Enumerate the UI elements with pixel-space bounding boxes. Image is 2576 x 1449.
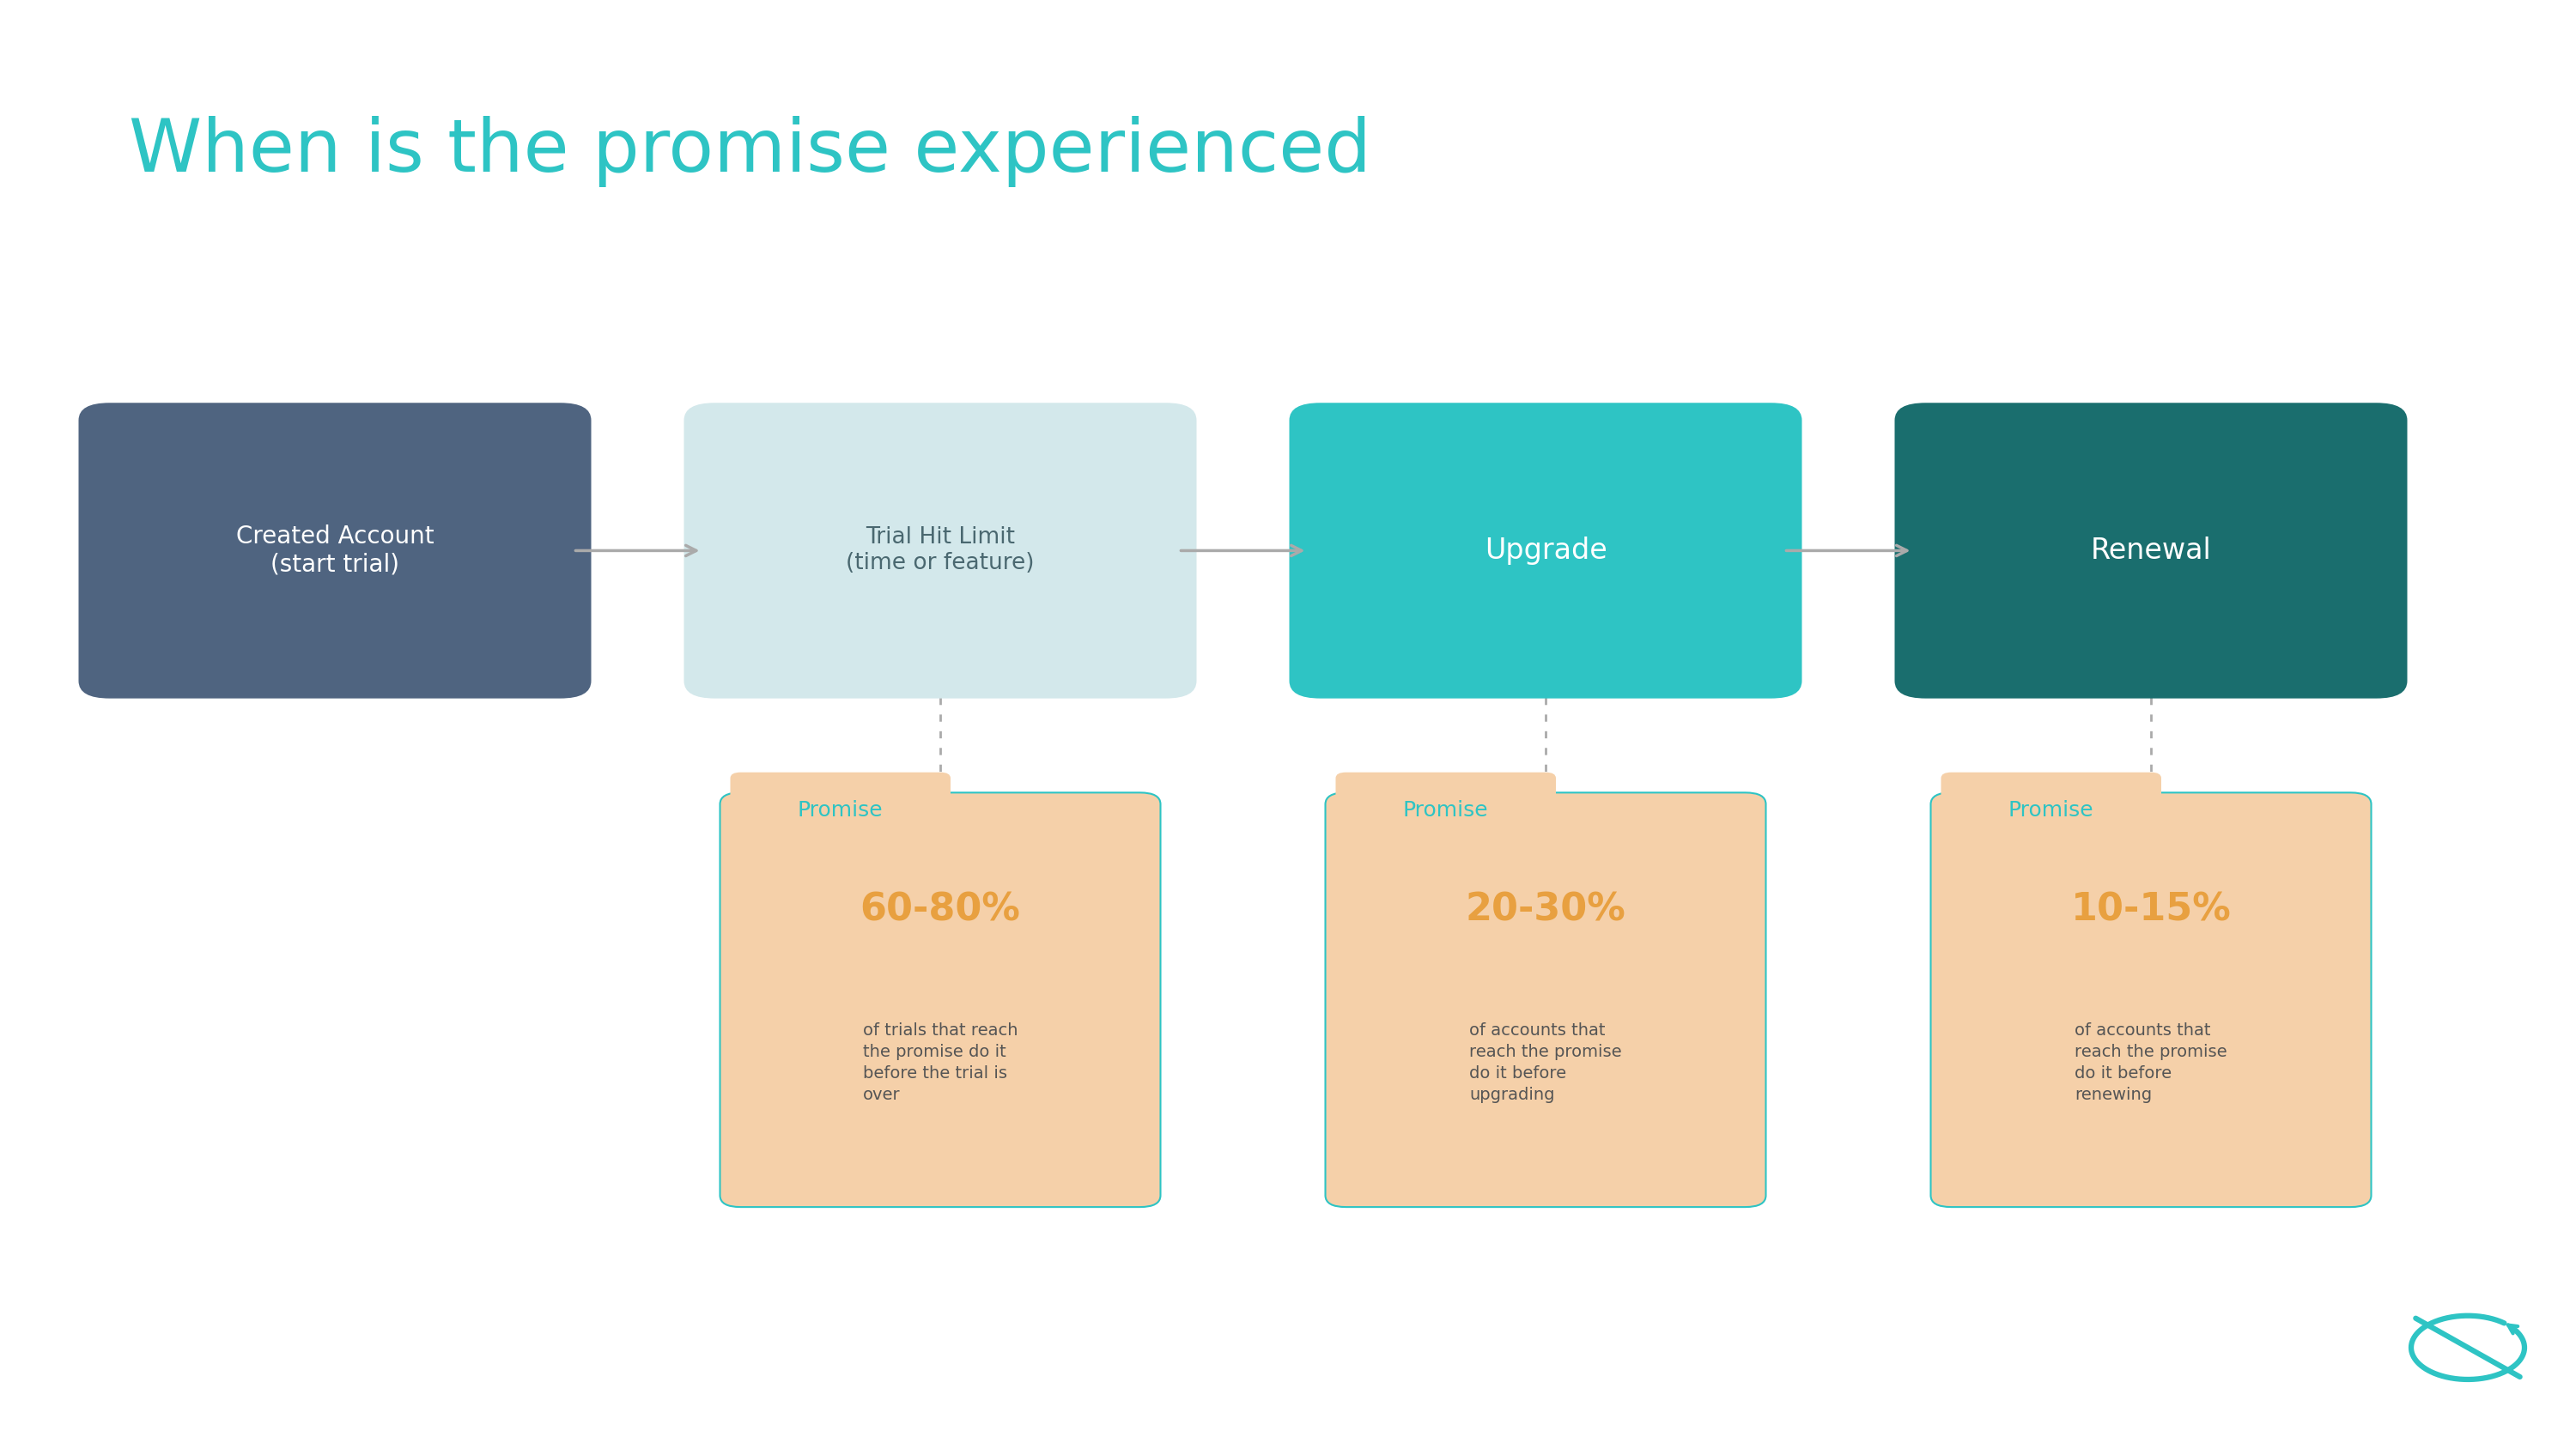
FancyBboxPatch shape [1334,772,1556,849]
FancyBboxPatch shape [1324,793,1767,1207]
FancyBboxPatch shape [1932,793,2370,1207]
Text: Promise: Promise [799,800,884,822]
Text: 10-15%: 10-15% [2071,891,2231,929]
Text: Promise: Promise [1404,800,1489,822]
FancyBboxPatch shape [1288,403,1801,698]
Text: 60-80%: 60-80% [860,891,1020,929]
FancyBboxPatch shape [1942,772,2161,849]
Text: Renewal: Renewal [2092,536,2210,565]
Text: Promise: Promise [2009,800,2094,822]
Text: 20-30%: 20-30% [1466,891,1625,929]
FancyBboxPatch shape [719,793,1159,1207]
Text: Created Account
(start trial): Created Account (start trial) [237,525,433,577]
Text: of accounts that
reach the promise
do it before
renewing: of accounts that reach the promise do it… [2074,1022,2228,1103]
Text: Trial Hit Limit
(time or feature): Trial Hit Limit (time or feature) [845,526,1036,575]
Text: of accounts that
reach the promise
do it before
upgrading: of accounts that reach the promise do it… [1468,1022,1623,1103]
FancyBboxPatch shape [80,403,590,698]
FancyBboxPatch shape [683,403,1195,698]
FancyBboxPatch shape [1893,403,2406,698]
Text: When is the promise experienced: When is the promise experienced [129,116,1370,187]
Text: of trials that reach
the promise do it
before the trial is
over: of trials that reach the promise do it b… [863,1022,1018,1103]
Text: Upgrade: Upgrade [1484,536,1607,565]
FancyBboxPatch shape [732,772,951,849]
